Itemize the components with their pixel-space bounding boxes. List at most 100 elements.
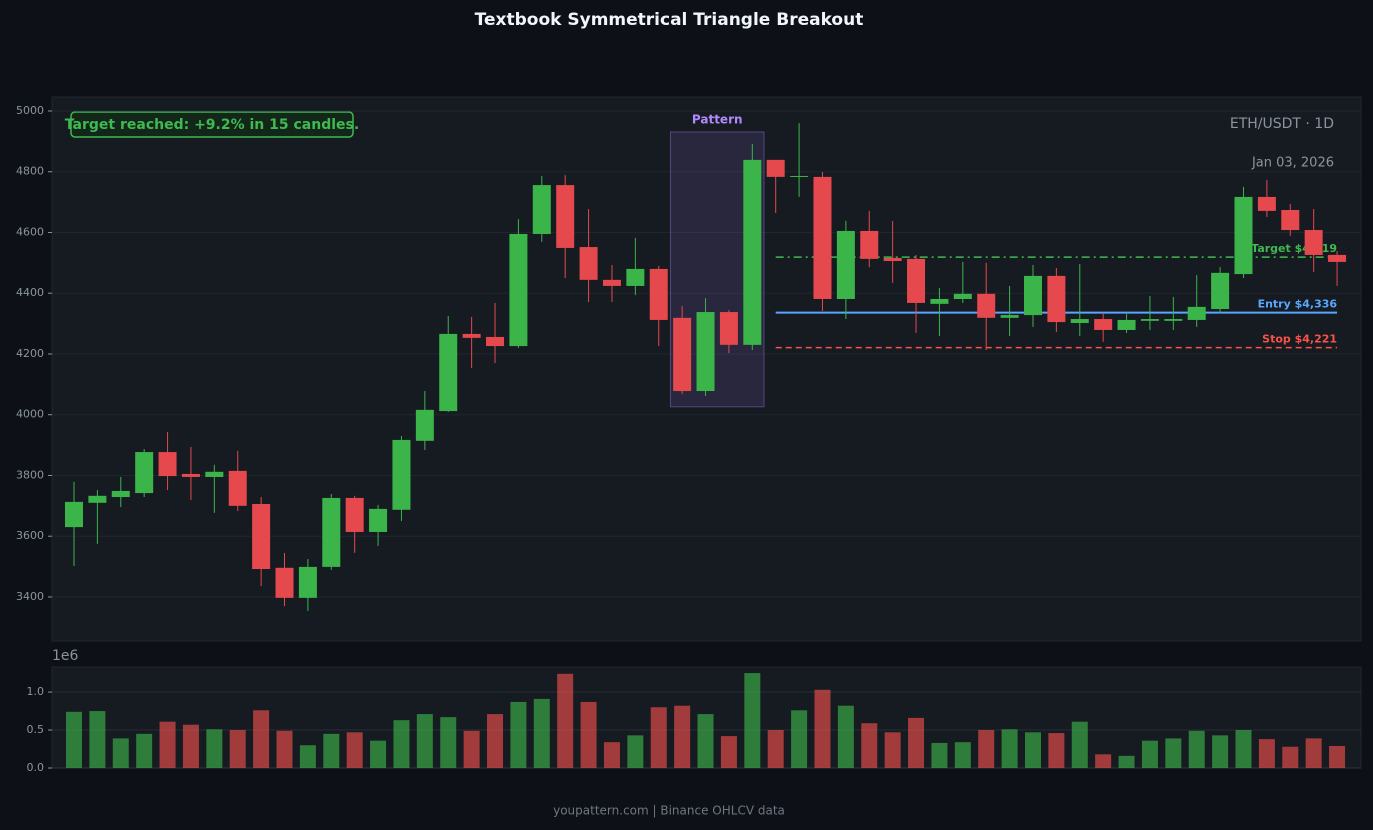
volume-bar <box>346 732 363 768</box>
candle-body <box>158 452 177 477</box>
candle-body <box>298 566 317 598</box>
y-tick-label: 4400 <box>16 286 44 299</box>
candle-body <box>322 497 341 567</box>
volume-bar <box>1235 730 1252 768</box>
y-tick-label: 0.5 <box>27 723 45 736</box>
candle-body <box>579 247 598 280</box>
candle-body <box>228 470 247 506</box>
candle-body <box>907 258 926 303</box>
candle-body <box>953 293 972 299</box>
volume-bar <box>744 673 761 768</box>
candle-body <box>439 333 458 412</box>
volume-bar <box>603 742 620 768</box>
candle-body <box>252 504 271 570</box>
volume-bar <box>697 714 714 768</box>
volume-bar <box>182 724 199 768</box>
candle-body <box>602 279 621 286</box>
volume-bar <box>440 717 457 768</box>
annotation-box <box>70 111 354 138</box>
date-label: Jan 03, 2026 <box>1251 156 1334 171</box>
volume-bar <box>1024 732 1041 768</box>
candle-body <box>369 508 388 532</box>
level-label: Entry $4,336 <box>1258 298 1338 311</box>
volume-bar <box>1212 735 1229 768</box>
volume-bar <box>1095 754 1112 768</box>
volume-bar <box>1141 740 1158 768</box>
volume-bar <box>1071 721 1088 768</box>
volume-bar <box>1001 729 1018 768</box>
candle-body <box>860 230 879 259</box>
volume-bar <box>580 701 597 768</box>
candle-body <box>1047 275 1066 323</box>
volume-bar <box>89 711 106 768</box>
candle-body <box>1187 306 1206 320</box>
volume-bar <box>253 710 270 768</box>
volume-bar <box>510 701 527 768</box>
volume-bar <box>1258 739 1275 768</box>
volume-bar <box>814 689 831 768</box>
y-tick-label: 3400 <box>16 590 44 603</box>
candle-body <box>392 439 411 510</box>
candle-body <box>1070 319 1089 323</box>
candle-body <box>977 293 996 318</box>
volume-bar <box>463 730 480 768</box>
candle-body <box>813 176 832 299</box>
volume-bar <box>229 730 246 768</box>
candle-body <box>766 159 785 177</box>
y-tick-label: 5000 <box>16 104 44 117</box>
volume-bar <box>767 730 784 768</box>
level-label: Target $4,519 <box>1251 242 1337 255</box>
volume-bar <box>299 745 316 768</box>
candle-body <box>135 452 154 494</box>
candle-body <box>486 336 505 347</box>
candle-body <box>509 233 528 347</box>
volume-bar <box>674 705 691 768</box>
volume-bar <box>627 735 644 768</box>
volume-bar <box>908 717 925 768</box>
level-label: Stop $4,221 <box>1262 333 1337 346</box>
candle-body <box>649 268 668 320</box>
volume-bar <box>978 730 995 768</box>
volume-bar <box>206 729 223 768</box>
candle-body <box>719 312 738 345</box>
volume-bar <box>1282 746 1299 768</box>
volume-bar <box>1305 738 1322 768</box>
volume-bar <box>159 721 176 768</box>
volume-bar <box>416 714 433 768</box>
candle-body <box>696 312 715 392</box>
chart-title: Textbook Symmetrical Triangle Breakout <box>475 10 864 30</box>
volume-bar <box>370 740 387 768</box>
offset-label: 1e6 <box>52 648 79 664</box>
volume-bar <box>1118 755 1135 768</box>
symbol-label: ETH/USDT · 1D <box>1230 116 1334 132</box>
annotation: Target reached: +9.2% in 15 candles. <box>65 117 359 133</box>
volume-bar <box>931 742 948 768</box>
candle-body <box>345 497 364 532</box>
volume-bar <box>136 733 153 768</box>
candle-body <box>1000 315 1019 318</box>
candle-body <box>836 230 855 299</box>
candle-body <box>1140 319 1159 321</box>
volume-bar <box>837 705 854 768</box>
candle-body <box>275 567 294 598</box>
candle-body <box>1164 319 1183 321</box>
volume-bar <box>323 733 340 768</box>
volume-bar <box>1329 745 1346 768</box>
y-tick-label: 4000 <box>16 408 44 421</box>
volume-bar <box>393 720 410 768</box>
candle-body <box>626 268 645 286</box>
candle-body <box>673 317 692 392</box>
y-tick-label: 3600 <box>16 529 44 542</box>
candle-body <box>1234 196 1253 275</box>
candle-body <box>743 159 762 345</box>
volume-bar <box>557 673 574 768</box>
candle-body <box>415 409 434 441</box>
volume-bar <box>112 738 129 768</box>
volume-bar <box>884 732 901 768</box>
y-tick-label: 0.0 <box>27 761 45 774</box>
candle-body <box>883 257 902 262</box>
volume-bar <box>650 707 667 768</box>
candle-body <box>181 473 200 477</box>
volume-bar <box>720 736 737 768</box>
candle-body <box>1094 319 1113 330</box>
